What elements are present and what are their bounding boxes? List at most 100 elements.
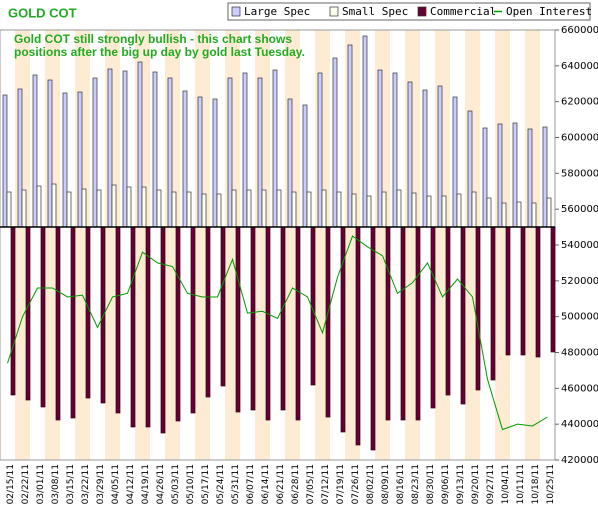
bar	[546, 197, 552, 228]
bar	[325, 226, 331, 418]
x-tick-label: 08/16/11	[396, 464, 406, 504]
bar	[400, 226, 406, 421]
x-tick-label: 05/24/11	[216, 464, 226, 504]
bar	[167, 77, 173, 228]
x-tick-label: 05/03/11	[171, 464, 181, 504]
y2-tick-label: 640000	[561, 61, 598, 72]
x-tick-label: 04/26/11	[156, 464, 166, 504]
bar	[456, 193, 462, 228]
bar	[250, 226, 256, 411]
bar	[347, 44, 353, 228]
x-tick-label: 04/12/11	[126, 464, 136, 504]
bar	[295, 226, 301, 421]
y2-tick-label: 520000	[561, 276, 598, 287]
x-tick-label: 03/08/11	[51, 464, 61, 504]
bar	[171, 191, 177, 228]
bar	[115, 226, 121, 414]
bar	[197, 96, 203, 228]
bar	[535, 226, 541, 358]
x-tick-label: 07/12/11	[321, 464, 331, 504]
bar	[272, 69, 278, 228]
x-tick-label: 10/04/11	[501, 464, 511, 504]
bar	[302, 104, 308, 228]
bar	[265, 226, 271, 421]
bar	[111, 184, 117, 228]
x-tick-label: 03/01/11	[36, 464, 46, 504]
bar	[441, 195, 447, 228]
x-tick-label: 08/09/11	[381, 464, 391, 504]
bar	[276, 189, 282, 228]
bar	[366, 195, 372, 228]
y2-tick-label: 480000	[561, 348, 598, 359]
bar	[486, 197, 492, 228]
bar	[490, 226, 496, 381]
bar	[317, 72, 323, 228]
legend-box	[227, 2, 591, 21]
bar	[505, 226, 511, 356]
x-tick-label: 02/22/11	[21, 464, 31, 504]
y2-tick-label: 620000	[561, 97, 598, 108]
annotation: Gold COT still strongly bullish - this c…	[14, 32, 292, 46]
bar	[467, 110, 473, 228]
x-tick-label: 03/29/11	[96, 464, 106, 504]
bar	[130, 226, 136, 428]
bar	[471, 191, 477, 228]
bar	[392, 72, 398, 228]
legend-swatch	[417, 6, 427, 17]
bar	[385, 226, 391, 421]
x-tick-label: 06/14/11	[261, 464, 271, 504]
bar	[411, 192, 417, 228]
legend-label: Commercial	[430, 5, 496, 18]
bar	[512, 122, 518, 228]
bar	[235, 226, 241, 413]
bar	[21, 189, 27, 228]
x-tick-label: 04/19/11	[141, 464, 151, 504]
x-tick-label: 09/06/11	[441, 464, 451, 504]
x-tick-label: 06/28/11	[291, 464, 301, 504]
x-tick-label: 05/17/11	[201, 464, 211, 504]
x-tick-label: 05/31/11	[231, 464, 241, 504]
x-tick-label: 08/02/11	[366, 464, 376, 504]
bar	[212, 98, 218, 228]
legend-swatch	[329, 6, 339, 17]
x-tick-label: 08/30/11	[426, 464, 436, 504]
bar	[137, 61, 143, 228]
bar	[482, 127, 488, 228]
x-tick-label: 10/18/11	[531, 464, 541, 504]
y2-tick-label: 580000	[561, 168, 598, 179]
x-tick-label: 05/10/11	[186, 464, 196, 504]
bar	[460, 226, 466, 405]
bar	[182, 90, 188, 228]
bar	[261, 189, 267, 228]
bar	[32, 74, 38, 228]
bar	[81, 188, 87, 228]
bar	[40, 226, 46, 408]
bar	[77, 91, 83, 228]
legend-label: Large Spec	[244, 5, 310, 18]
bar	[370, 226, 376, 451]
bar	[2, 94, 8, 228]
bar	[126, 186, 132, 228]
bar	[362, 35, 368, 228]
bar	[92, 77, 98, 228]
bar	[445, 226, 451, 396]
bar	[336, 191, 342, 228]
bar	[381, 191, 387, 228]
bar	[152, 71, 158, 228]
x-tick-label: 09/20/11	[471, 464, 481, 504]
x-tick-label: 06/07/11	[246, 464, 256, 504]
bar	[291, 191, 297, 228]
bar	[85, 226, 91, 399]
bar	[332, 57, 338, 228]
x-tick-label: 04/05/11	[111, 464, 121, 504]
bar	[156, 189, 162, 228]
bar	[542, 126, 548, 228]
bar	[497, 123, 503, 228]
bar	[25, 226, 31, 401]
bar	[47, 79, 53, 228]
bar	[550, 226, 556, 353]
bar	[516, 201, 522, 228]
x-tick-label: 07/26/11	[351, 464, 361, 504]
